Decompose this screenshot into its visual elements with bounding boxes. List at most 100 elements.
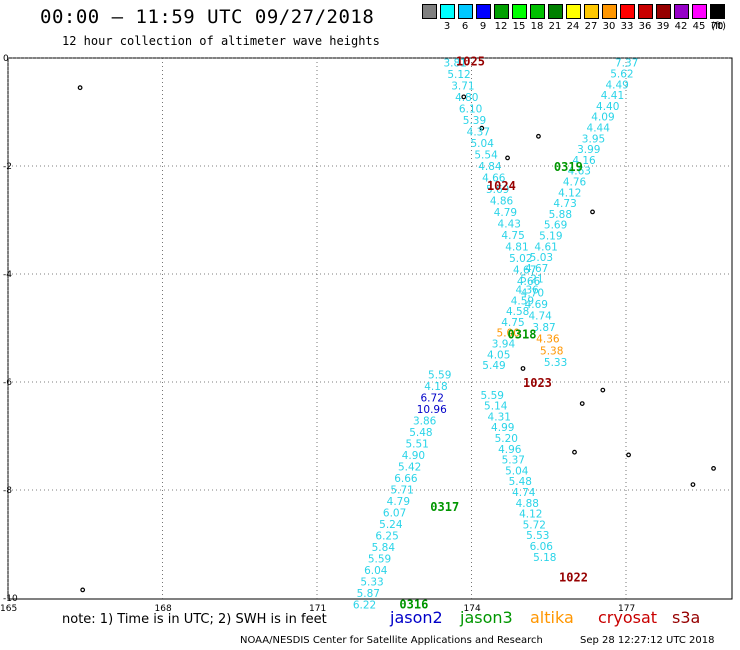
wave-height-value: 5.87 bbox=[357, 588, 380, 600]
wave-height-value: 5.72 bbox=[523, 519, 546, 531]
wave-height-value: 4.69 bbox=[525, 299, 548, 311]
legend-altika: altika bbox=[530, 608, 574, 627]
wave-height-value: 4.80 bbox=[455, 92, 478, 104]
wave-height-value: 6.07 bbox=[383, 507, 406, 519]
lon-tick-label: 174 bbox=[464, 604, 481, 614]
wave-height-value: 3.95 bbox=[582, 133, 605, 145]
wave-height-value: 5.71 bbox=[390, 484, 413, 496]
scale-swatch bbox=[458, 4, 473, 19]
scale-label: 39 bbox=[656, 21, 670, 32]
scale-swatch bbox=[710, 4, 725, 19]
color-scale-legend: 3 6 9 12 15 18 21 24 27 30 33 36 39 42 45 70 bbox=[422, 4, 730, 34]
wave-height-value: 4.96 bbox=[498, 444, 522, 456]
wave-height-value: 4.73 bbox=[553, 198, 576, 210]
map-title: 00:00 – 11:59 UTC 09/27/2018 bbox=[40, 6, 375, 28]
scale-label: 42 bbox=[674, 21, 688, 32]
scale-swatch bbox=[674, 4, 689, 19]
scale-label: 27 bbox=[584, 21, 598, 32]
pass-number-label: 0318 bbox=[508, 327, 537, 341]
scale-label: 18 bbox=[530, 21, 544, 32]
lon-tick-label: 177 bbox=[618, 604, 635, 614]
wave-height-value: 5.42 bbox=[398, 461, 421, 473]
scale-label: 9 bbox=[479, 21, 487, 32]
island-outline bbox=[626, 452, 631, 458]
footer-center: NOAA/NESDIS Center for Satellite Applica… bbox=[240, 635, 543, 646]
legend-jason2: jason2 bbox=[390, 608, 443, 627]
scale-swatch bbox=[422, 4, 437, 19]
island-outline bbox=[505, 155, 510, 161]
island-outline bbox=[579, 401, 585, 407]
wave-height-value: 5.14 bbox=[484, 401, 508, 413]
lon-tick-label: 168 bbox=[155, 604, 172, 614]
scale-label: 6 bbox=[461, 21, 469, 32]
lat-tick-label: 0 bbox=[3, 54, 9, 64]
wave-height-value: 5.38 bbox=[540, 345, 563, 357]
wave-height-value: 4.43 bbox=[498, 219, 521, 231]
map-subtitle: 12 hour collection of altimeter wave hei… bbox=[62, 34, 380, 48]
island-outline bbox=[572, 449, 577, 455]
wave-height-value: 4.74 bbox=[512, 487, 536, 499]
wave-height-value: 4.90 bbox=[402, 450, 425, 462]
wave-height-value: 5.48 bbox=[509, 476, 532, 488]
wave-height-value: 5.69 bbox=[486, 184, 509, 196]
island-outlines bbox=[77, 85, 716, 593]
wave-height-value: 4.79 bbox=[387, 496, 410, 508]
lat-lon-grid bbox=[7, 57, 732, 599]
wave-height-value: 3.81 bbox=[443, 58, 466, 70]
scale-swatch bbox=[692, 4, 707, 19]
wave-height-value: 5.48 bbox=[409, 427, 432, 439]
wave-height-value: 4.79 bbox=[494, 207, 517, 219]
wave-height-value: 4.76 bbox=[563, 177, 587, 189]
lat-tick-label: -6 bbox=[3, 378, 12, 388]
legend-s3a: s3a bbox=[672, 608, 701, 627]
wave-height-value: 4.63 bbox=[568, 166, 591, 178]
island-outline bbox=[711, 466, 716, 471]
scale-swatch bbox=[638, 4, 653, 19]
scale-swatch bbox=[440, 4, 455, 19]
scale-swatch bbox=[476, 4, 491, 19]
footer-note: note: 1) Time is in UTC; 2) SWH is in fe… bbox=[62, 612, 327, 627]
scale-swatch bbox=[530, 4, 545, 19]
wave-height-value: 4.74 bbox=[528, 311, 552, 323]
wave-height-value: 3.99 bbox=[577, 144, 600, 156]
wave-height-value: 3.94 bbox=[492, 339, 516, 351]
wave-height-value: 6.66 bbox=[394, 473, 418, 485]
wave-height-value: 5.59 bbox=[368, 553, 391, 565]
wave-height-value: 5.88 bbox=[549, 209, 572, 221]
wave-height-value: 4.05 bbox=[487, 349, 510, 361]
pass-number-label: 0317 bbox=[430, 500, 459, 514]
island-outline bbox=[520, 366, 526, 371]
island-outline bbox=[600, 387, 606, 393]
wave-height-value: 5.69 bbox=[544, 220, 567, 232]
wave-height-value: 4.31 bbox=[488, 411, 511, 423]
map-frame bbox=[7, 57, 733, 600]
wave-height-value: 5.62 bbox=[610, 69, 633, 81]
scale-unit-label: (ft) bbox=[711, 21, 727, 32]
wave-height-value: 5.20 bbox=[495, 433, 518, 445]
scale-swatch bbox=[548, 4, 563, 19]
wave-height-value: 7.37 bbox=[615, 58, 638, 70]
lat-tick-label: -4 bbox=[3, 270, 12, 280]
pass-number-label: 1022 bbox=[559, 570, 588, 584]
wave-height-value: 5.33 bbox=[544, 357, 567, 369]
wave-height-value: 5.19 bbox=[539, 231, 562, 243]
wave-height-value: 4.99 bbox=[491, 422, 514, 434]
wave-height-value: 5.00 bbox=[497, 328, 520, 340]
island-outline bbox=[690, 482, 696, 488]
wave-height-value: 5.51 bbox=[405, 438, 428, 450]
wave-height-value: 5.59 bbox=[428, 369, 451, 381]
wave-height-value: 4.66 bbox=[517, 276, 541, 288]
wave-height-value: 5.53 bbox=[526, 530, 549, 542]
wave-height-value: 4.81 bbox=[505, 242, 528, 254]
wave-height-value: 6.10 bbox=[459, 104, 482, 116]
wave-height-value: 4.75 bbox=[501, 317, 524, 329]
wave-height-value: 3.87 bbox=[532, 322, 555, 334]
island-outline bbox=[590, 209, 595, 215]
wave-height-value: 6.22 bbox=[353, 599, 376, 611]
wave-height-value: 5.02 bbox=[509, 253, 532, 265]
lat-tick-label: -8 bbox=[3, 486, 12, 496]
island-outline bbox=[479, 125, 485, 131]
wave-height-value: 5.03 bbox=[530, 252, 553, 264]
